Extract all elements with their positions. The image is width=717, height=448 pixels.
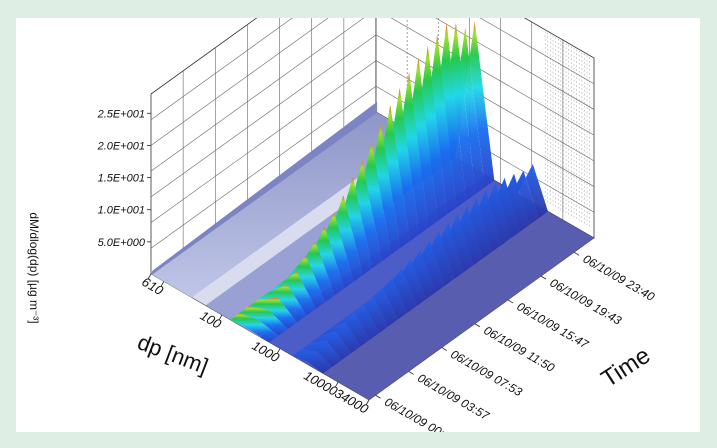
ridge-segment: [451, 198, 492, 259]
ridge-segment: [330, 312, 370, 347]
flat-surface: [321, 210, 594, 400]
ridge-segment: [489, 173, 530, 232]
ridge-segment: [314, 195, 363, 282]
ridge-segment: [370, 88, 420, 242]
ridge-segment: [436, 23, 485, 194]
ridge-segment: [351, 123, 401, 255]
chart-panel: 5.0E+000 1.0E+001 1.5E+001 2.0E+001 2.5E+001…: [16, 0, 700, 447]
ridge-segment: [442, 206, 483, 266]
ridge-segment: [311, 331, 352, 360]
ridge-segment: [405, 240, 445, 293]
x-tick-mark: [160, 281, 165, 287]
ridge-segment: [480, 177, 520, 239]
ridge-segment: [361, 105, 410, 248]
z-tick-label: 5.0E+000: [98, 237, 146, 249]
surface-plot: [152, 21, 548, 374]
ridge-segment: [367, 278, 408, 320]
grid-line: [375, 34, 595, 162]
y-tick-mark: [375, 394, 381, 399]
ridge-segment: [433, 214, 473, 273]
ridge-segment: [323, 177, 373, 275]
z-axis-label: dM/dlog(dp) [µg m⁻³]: [27, 212, 41, 323]
ridge-segment: [470, 183, 511, 246]
x-tick-mark: [218, 314, 223, 321]
ridge-segment: [445, 21, 495, 188]
ridge-segment: [239, 306, 288, 336]
shadow-band: [151, 112, 417, 298]
grid-line: [150, 8, 377, 172]
ridge-segment: [276, 255, 326, 309]
grid-line: [150, 86, 377, 249]
ridge-segment: [339, 304, 380, 340]
z-axis-ticks: 5.0E+000 1.0E+001 1.5E+001 2.0E+001 2.5E+001: [97, 108, 151, 249]
ridge-segment: [395, 250, 436, 300]
ridge-segment: [286, 241, 335, 302]
grid-line: [448, 0, 595, 84]
ridge-segment: [320, 322, 361, 354]
x-axis-label: dp [nm]: [134, 329, 211, 379]
ridge-segment: [461, 190, 502, 252]
grid-line: [150, 60, 377, 223]
y-axis-label: Time: [597, 342, 656, 393]
ridge-segment: [230, 312, 279, 343]
surface-chart: 5.0E+000 1.0E+001 1.5E+001 2.0E+001 2.5E+001…: [27, 0, 657, 447]
y-tick-mark: [441, 347, 447, 351]
y-tick-mark: [507, 299, 514, 304]
grid-line: [150, 34, 377, 198]
ridge-segment: [301, 340, 342, 367]
edge-strip: [152, 101, 378, 275]
ridge-segment: [358, 287, 398, 327]
ridge-segment: [258, 284, 307, 323]
y-tick-mark: [408, 371, 414, 375]
ridge-segment: [376, 268, 417, 313]
y-tick-mark: [540, 275, 547, 280]
y-tick-mark: [474, 323, 481, 328]
x-tick-mark: [365, 399, 370, 406]
ridge-segment: [389, 57, 438, 228]
ridge-segment: [292, 349, 333, 374]
ridge-segment: [386, 259, 427, 306]
ridge-segment: [333, 160, 382, 269]
ridge-segment: [380, 72, 429, 235]
ridge-segment: [414, 231, 455, 286]
x-tick-mark: [276, 348, 281, 354]
ridge-segment: [305, 212, 354, 289]
z-tick-label: 2.0E+001: [97, 140, 145, 152]
grid-line: [150, 0, 318, 120]
ridge-segment: [267, 271, 317, 316]
ridge-segment: [498, 170, 539, 225]
z-tick-label: 1.0E+001: [98, 205, 145, 217]
ridge-segment: [398, 45, 448, 221]
x-tick-mark: [334, 381, 339, 388]
y-tick-mark: [573, 251, 580, 256]
z-tick-label: 2.5E+001: [97, 108, 145, 120]
z-tick-label: 1.5E+001: [98, 173, 145, 185]
ridge-segment: [423, 222, 464, 279]
y-tick-label: 06/10/09 11:50: [481, 323, 557, 375]
ridge-segment: [342, 141, 392, 262]
ridge-segment: [408, 34, 457, 215]
ridge-segment: [248, 297, 298, 329]
ridge-segment: [295, 226, 345, 296]
ridge-segment: [426, 23, 476, 201]
x-tick-mark: [147, 273, 152, 280]
ridge-segment: [417, 23, 467, 208]
ridge-segment: [508, 164, 548, 219]
ridge-segment: [348, 296, 389, 333]
grid-line: [375, 8, 595, 136]
